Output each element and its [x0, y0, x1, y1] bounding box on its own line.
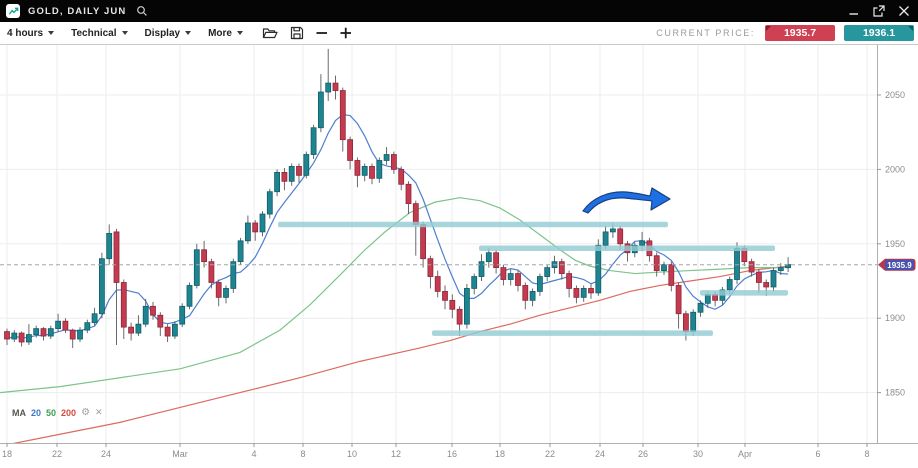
chevron-down-icon [185, 31, 192, 35]
window-controls [848, 0, 910, 22]
chart-symbol-title: GOLD, DAILY JUN [28, 5, 127, 17]
more-dropdown-label: More [208, 27, 232, 39]
save-icon[interactable] [290, 26, 304, 40]
ma-indicator-legend: MA 20 50 200 ⚙ ✕ [12, 407, 103, 418]
timeframe-dropdown-label: 4 hours [7, 27, 44, 39]
svg-text:4: 4 [251, 449, 256, 459]
svg-text:Apr: Apr [738, 449, 752, 459]
ma-legend-label: MA [12, 407, 26, 418]
display-dropdown[interactable]: Display [145, 28, 192, 39]
title-bar: GOLD, DAILY JUN [0, 0, 918, 22]
toolbar: 4 hours Technical Display More [0, 22, 918, 45]
timeframe-dropdown[interactable]: 4 hours [7, 27, 55, 39]
svg-text:18: 18 [495, 449, 505, 459]
chart-area[interactable]: 2050 2000 1950 1900 1850 18 22 24 Mar 4 8 10 12 16 18 2… [0, 45, 918, 468]
app-logo-icon [6, 4, 20, 18]
svg-text:1900: 1900 [885, 313, 905, 323]
svg-text:22: 22 [545, 449, 555, 459]
toolbar-icons [262, 26, 352, 40]
svg-text:Mar: Mar [172, 449, 188, 459]
sell-price-badge[interactable]: 1935.7 [765, 25, 835, 41]
chevron-down-icon [121, 31, 128, 35]
svg-text:24: 24 [101, 449, 111, 459]
minimize-icon[interactable] [848, 5, 860, 17]
svg-text:8: 8 [300, 449, 305, 459]
svg-text:2000: 2000 [885, 164, 905, 174]
moving-averages [0, 113, 791, 443]
svg-text:8: 8 [864, 449, 869, 459]
current-price-section: CURRENT PRICE: 1935.7 1936.1 [656, 25, 914, 41]
support-resistance-zones[interactable] [278, 221, 788, 336]
candles [4, 48, 791, 348]
ma-period-200: 200 [61, 407, 77, 418]
svg-text:24: 24 [595, 449, 605, 459]
zoom-out-icon[interactable] [316, 26, 328, 40]
arrow-annotation[interactable] [582, 187, 671, 214]
time-axis[interactable]: 18 22 24 Mar 4 8 10 12 16 18 22 24 26 30 Apr 6 8 [2, 443, 870, 459]
technical-dropdown-label: Technical [71, 27, 117, 39]
svg-text:1935.9: 1935.9 [887, 261, 912, 270]
svg-text:1850: 1850 [885, 388, 905, 398]
svg-text:1950: 1950 [885, 239, 905, 249]
svg-text:18: 18 [2, 449, 12, 459]
svg-text:2050: 2050 [885, 90, 905, 100]
popout-icon[interactable] [873, 5, 885, 17]
svg-text:10: 10 [347, 449, 357, 459]
close-icon[interactable] [898, 5, 910, 17]
chevron-down-icon [48, 31, 55, 35]
chevron-down-icon [237, 31, 243, 35]
svg-text:22: 22 [52, 449, 62, 459]
more-dropdown[interactable]: More [208, 28, 243, 39]
svg-text:6: 6 [815, 449, 820, 459]
current-price-tag: 1935.9 [878, 258, 916, 271]
buy-price-badge[interactable]: 1936.1 [844, 25, 914, 41]
search-icon[interactable] [136, 5, 148, 17]
chart-grid [0, 45, 877, 443]
ma-period-20: 20 [31, 407, 42, 418]
svg-text:12: 12 [391, 449, 401, 459]
svg-text:16: 16 [447, 449, 457, 459]
technical-dropdown[interactable]: Technical [71, 27, 128, 39]
open-folder-icon[interactable] [262, 26, 278, 40]
svg-text:30: 30 [693, 449, 703, 459]
ma-settings-gear-icon[interactable]: ⚙ [81, 407, 91, 418]
ma-period-50: 50 [46, 407, 57, 418]
display-dropdown-label: Display [144, 27, 181, 39]
current-price-label: CURRENT PRICE: [656, 28, 755, 38]
svg-text:26: 26 [638, 449, 648, 459]
zoom-in-icon[interactable] [340, 26, 352, 40]
ma-remove-icon[interactable]: ✕ [95, 407, 103, 417]
